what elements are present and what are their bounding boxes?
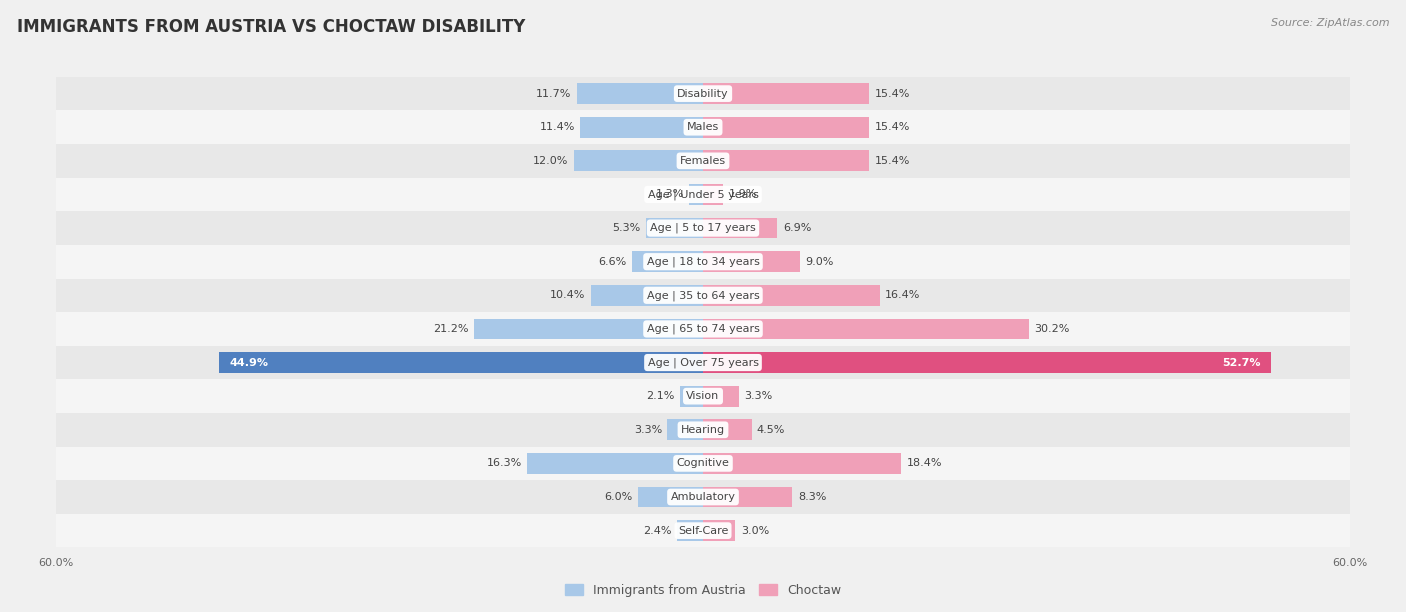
Bar [56,144,1350,177]
Bar [219,352,703,373]
Bar [681,386,703,406]
Text: Vision: Vision [686,391,720,401]
Text: 11.7%: 11.7% [536,89,571,99]
Bar [689,184,703,205]
Text: Disability: Disability [678,89,728,99]
Bar [638,487,703,507]
Bar [703,285,880,306]
Text: Hearing: Hearing [681,425,725,435]
Bar [668,419,703,440]
Bar [703,487,793,507]
Bar [703,151,869,171]
Bar [703,520,735,541]
Text: Source: ZipAtlas.com: Source: ZipAtlas.com [1271,18,1389,28]
Text: 10.4%: 10.4% [550,290,585,300]
Bar [56,379,1350,413]
Text: Males: Males [688,122,718,132]
Bar [56,480,1350,514]
Text: Age | Over 75 years: Age | Over 75 years [648,357,758,368]
Text: 3.3%: 3.3% [634,425,662,435]
Text: 18.4%: 18.4% [907,458,942,468]
Text: 8.3%: 8.3% [797,492,827,502]
Text: Age | 65 to 74 years: Age | 65 to 74 years [647,324,759,334]
Text: 9.0%: 9.0% [806,256,834,267]
Text: 4.5%: 4.5% [756,425,786,435]
Text: Females: Females [681,156,725,166]
Text: 15.4%: 15.4% [875,122,910,132]
Text: 2.4%: 2.4% [643,526,672,536]
Text: Age | 5 to 17 years: Age | 5 to 17 years [650,223,756,233]
Bar [56,245,1350,278]
Bar [703,352,1271,373]
Text: 30.2%: 30.2% [1033,324,1070,334]
Bar [56,346,1350,379]
Bar [56,211,1350,245]
Bar [703,453,901,474]
Text: 44.9%: 44.9% [229,357,269,368]
Bar [56,413,1350,447]
Bar [703,318,1029,339]
Text: Age | 18 to 34 years: Age | 18 to 34 years [647,256,759,267]
Bar [703,117,869,138]
Text: 11.4%: 11.4% [540,122,575,132]
Bar [574,151,703,171]
Text: 12.0%: 12.0% [533,156,568,166]
Text: Ambulatory: Ambulatory [671,492,735,502]
Text: 2.1%: 2.1% [647,391,675,401]
Bar [56,447,1350,480]
Text: 15.4%: 15.4% [875,156,910,166]
Text: Age | 35 to 64 years: Age | 35 to 64 years [647,290,759,300]
Bar [527,453,703,474]
Text: 16.3%: 16.3% [486,458,522,468]
Text: 52.7%: 52.7% [1222,357,1260,368]
Text: Cognitive: Cognitive [676,458,730,468]
Bar [581,117,703,138]
Bar [703,386,738,406]
Text: 3.0%: 3.0% [741,526,769,536]
Bar [576,83,703,104]
Text: Age | Under 5 years: Age | Under 5 years [648,189,758,200]
Bar [678,520,703,541]
Bar [703,252,800,272]
Text: Self-Care: Self-Care [678,526,728,536]
Bar [56,110,1350,144]
Bar [474,318,703,339]
Text: 6.6%: 6.6% [598,256,627,267]
Bar [703,218,778,239]
Bar [591,285,703,306]
Text: IMMIGRANTS FROM AUSTRIA VS CHOCTAW DISABILITY: IMMIGRANTS FROM AUSTRIA VS CHOCTAW DISAB… [17,18,526,36]
Text: 5.3%: 5.3% [612,223,641,233]
Text: 21.2%: 21.2% [433,324,470,334]
Bar [703,83,869,104]
Bar [703,184,724,205]
Text: 16.4%: 16.4% [886,290,921,300]
Bar [56,312,1350,346]
Bar [631,252,703,272]
Text: 6.0%: 6.0% [605,492,633,502]
Bar [645,218,703,239]
Bar [56,278,1350,312]
Text: 1.3%: 1.3% [655,190,683,200]
Bar [56,514,1350,548]
Text: 15.4%: 15.4% [875,89,910,99]
Legend: Immigrants from Austria, Choctaw: Immigrants from Austria, Choctaw [560,579,846,602]
Bar [56,76,1350,110]
Text: 3.3%: 3.3% [744,391,772,401]
Bar [703,419,752,440]
Text: 1.9%: 1.9% [728,190,758,200]
Text: 6.9%: 6.9% [783,223,811,233]
Bar [56,177,1350,211]
